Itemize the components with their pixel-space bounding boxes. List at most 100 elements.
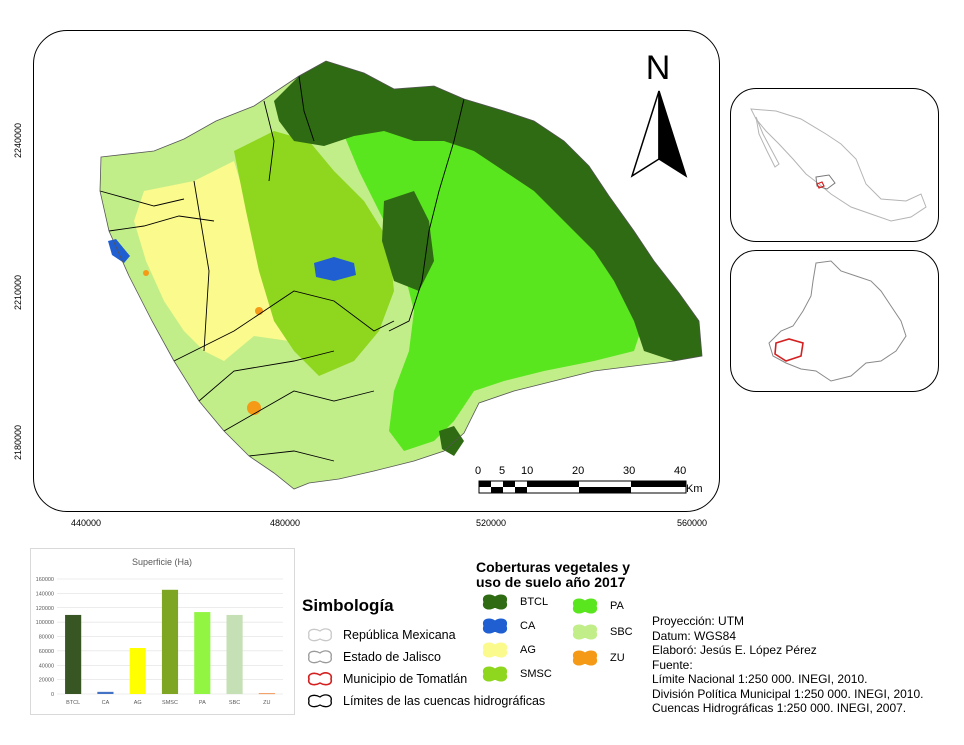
- x-tick: 520000: [476, 518, 507, 528]
- symbology-title: Simbología: [302, 596, 394, 615]
- basin-boundaries: [99, 75, 465, 462]
- chart-x-tick-label: PA: [199, 700, 206, 706]
- chart-bar-smsc: [161, 589, 179, 694]
- area-bar-chart: Superficie (Ha) 0 20000 40000 60000 80000 100…: [30, 548, 295, 715]
- legend-item-ag: AG: [480, 640, 536, 660]
- municipality-outline: [99, 60, 703, 490]
- chart-bar-pa: [194, 612, 211, 694]
- symbology-label: Estado de Jalisco: [343, 650, 441, 664]
- legend-item-btcl: BTCL: [480, 592, 548, 612]
- symbology-item: Municipio de Tomatlán: [305, 668, 545, 690]
- land-cover-map: N: [99, 49, 703, 494]
- metadata-datum: Datum: WGS84: [652, 628, 737, 643]
- y-tick: 2180000: [13, 424, 23, 460]
- jalisco-outline-map: [768, 260, 907, 382]
- legend-swatch: [482, 618, 508, 634]
- legend-swatch: [572, 624, 598, 640]
- x-tick: 480000: [270, 518, 301, 528]
- national-boundary-icon: [308, 628, 332, 642]
- zone-btcl-central: [382, 191, 434, 291]
- scale-tick-0: 0: [475, 465, 482, 477]
- x-tick: 560000: [677, 518, 708, 528]
- north-arrow-icon: [630, 90, 688, 178]
- symbology-label: Municipio de Tomatlán: [343, 672, 468, 686]
- zone-btcl-east: [439, 426, 464, 456]
- legend-swatch: [482, 642, 508, 658]
- metadata-source-label: Fuente:: [652, 657, 693, 672]
- symbology-item: Estado de Jalisco: [305, 646, 545, 668]
- legend-swatch: [572, 650, 598, 666]
- legend-label: AG: [520, 644, 536, 656]
- symbology-list: República Mexicana Estado de Jalisco Mun…: [305, 624, 545, 712]
- legend-label: ZU: [610, 652, 625, 664]
- legend-item-sbc: SBC: [570, 622, 633, 642]
- legend-label: BTCL: [520, 596, 549, 608]
- legend-swatch: [572, 598, 598, 614]
- legend-label: SMSC: [520, 668, 552, 680]
- coverage-legend-title-line2: uso de suelo año 2017: [476, 574, 626, 590]
- chart-y-tick-label: 60000: [39, 649, 54, 655]
- scale-bar: [478, 480, 687, 494]
- legend-label: SBC: [610, 626, 633, 638]
- zone-zu-1: [247, 401, 261, 415]
- inset-jalisco: [730, 250, 939, 392]
- chart-y-tick-label: 40000: [39, 663, 54, 669]
- chart-bar-sbc: [226, 614, 243, 694]
- bar-chart-svg: Superficie (Ha) 0 20000 40000 60000 80000 100…: [36, 557, 283, 706]
- metadata-source-2: División Política Municipal 1:250 000. I…: [652, 686, 924, 701]
- zone-smsc: [234, 131, 394, 376]
- chart-y-tick-label: 100000: [36, 620, 54, 626]
- metadata-source-1: Límite Nacional 1:250 000. INEGI, 2010.: [652, 672, 868, 686]
- chart-x-tick-label: BTCL: [66, 700, 80, 706]
- chart-x-tick-label: AG: [134, 700, 142, 706]
- legend-swatch: [482, 666, 508, 682]
- chart-y-tick-label: 80000: [39, 635, 54, 641]
- coverage-legend-title-line1: Coberturas vegetales y: [476, 559, 631, 575]
- symbology-item: República Mexicana: [305, 624, 545, 646]
- symbology-label: República Mexicana: [343, 628, 456, 642]
- scale-tick-5: 5: [499, 465, 506, 477]
- chart-y-tick-label: 0: [51, 692, 54, 698]
- metadata-source-3: Cuencas Hidrográficas 1:250 000. INEGI, …: [652, 701, 907, 715]
- metadata-projection: Proyección: UTM: [652, 614, 745, 628]
- chart-x-tick-label: SMSC: [162, 700, 178, 706]
- zone-ca-coast: [108, 239, 130, 263]
- zone-ca-lake: [314, 257, 356, 281]
- chart-y-tick-label: 160000: [36, 577, 54, 583]
- metadata-author: Elaboró: Jesús E. López Pérez: [652, 643, 817, 657]
- legend-item-ca: CA: [480, 616, 535, 636]
- state-boundary-icon: [308, 650, 332, 664]
- north-label: N: [646, 49, 671, 87]
- chart-x-tick-label: ZU: [263, 700, 270, 706]
- y-tick: 2240000: [13, 122, 23, 158]
- legend-item-pa: PA: [570, 596, 624, 616]
- x-tick: 440000: [71, 518, 102, 528]
- scale-tick-40: 40: [674, 465, 687, 477]
- symbology-item: Límites de las cuencas hidrográficas: [305, 690, 545, 712]
- chart-y-tick-label: 140000: [36, 591, 54, 597]
- chart-title: Superficie (Ha): [132, 557, 192, 567]
- chart-bar-ag: [129, 648, 146, 694]
- chart-bar-ca: [97, 691, 114, 694]
- basin-boundary-icon: [308, 694, 332, 708]
- mexico-outline-map: [750, 108, 927, 222]
- municipality-boundary-icon: [307, 672, 333, 686]
- legend-item-zu: ZU: [570, 648, 625, 668]
- scale-tick-30: 30: [623, 465, 636, 477]
- chart-x-tick-label: SBC: [229, 700, 240, 706]
- coverage-legend: BTCL CA AG SMSC PA SBC ZU: [480, 592, 660, 692]
- legend-swatch: [482, 594, 508, 610]
- legend-label: PA: [610, 600, 624, 612]
- chart-bar-zu: [258, 693, 275, 695]
- chart-x-tick-label: CA: [102, 700, 110, 706]
- main-map-frame: N: [33, 30, 720, 512]
- zone-zu-3: [143, 270, 149, 276]
- chart-bar-btcl: [65, 614, 82, 694]
- zone-ag: [134, 161, 309, 361]
- symbology-label: Límites de las cuencas hidrográficas: [343, 694, 546, 708]
- legend-item-smsc: SMSC: [480, 664, 552, 684]
- scale-tick-10: 10: [521, 465, 534, 477]
- scale-unit: Km: [686, 483, 703, 495]
- coverage-legend-title: Coberturas vegetales y uso de suelo año …: [476, 560, 630, 590]
- zone-btcl-north: [274, 61, 702, 361]
